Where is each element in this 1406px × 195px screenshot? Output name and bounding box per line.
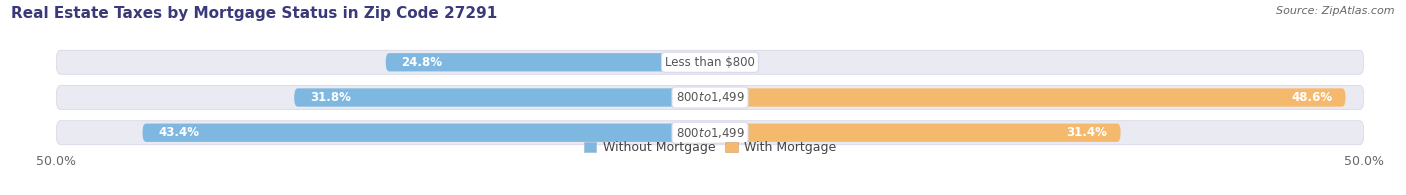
FancyBboxPatch shape <box>56 86 1364 109</box>
FancyBboxPatch shape <box>56 50 1364 74</box>
Text: Source: ZipAtlas.com: Source: ZipAtlas.com <box>1277 6 1395 16</box>
FancyBboxPatch shape <box>710 88 1346 107</box>
Text: 31.4%: 31.4% <box>1067 126 1108 139</box>
Text: 24.8%: 24.8% <box>402 56 443 69</box>
Text: Real Estate Taxes by Mortgage Status in Zip Code 27291: Real Estate Taxes by Mortgage Status in … <box>11 6 498 21</box>
Legend: Without Mortgage, With Mortgage: Without Mortgage, With Mortgage <box>579 136 841 159</box>
FancyBboxPatch shape <box>710 124 1121 142</box>
Text: 43.4%: 43.4% <box>159 126 200 139</box>
Text: $800 to $1,499: $800 to $1,499 <box>675 126 745 140</box>
FancyBboxPatch shape <box>385 53 710 71</box>
Text: 48.6%: 48.6% <box>1291 91 1333 104</box>
Text: $800 to $1,499: $800 to $1,499 <box>675 90 745 105</box>
Text: Less than $800: Less than $800 <box>665 56 755 69</box>
FancyBboxPatch shape <box>294 88 710 107</box>
FancyBboxPatch shape <box>142 124 710 142</box>
Text: 31.8%: 31.8% <box>309 91 350 104</box>
FancyBboxPatch shape <box>56 121 1364 145</box>
